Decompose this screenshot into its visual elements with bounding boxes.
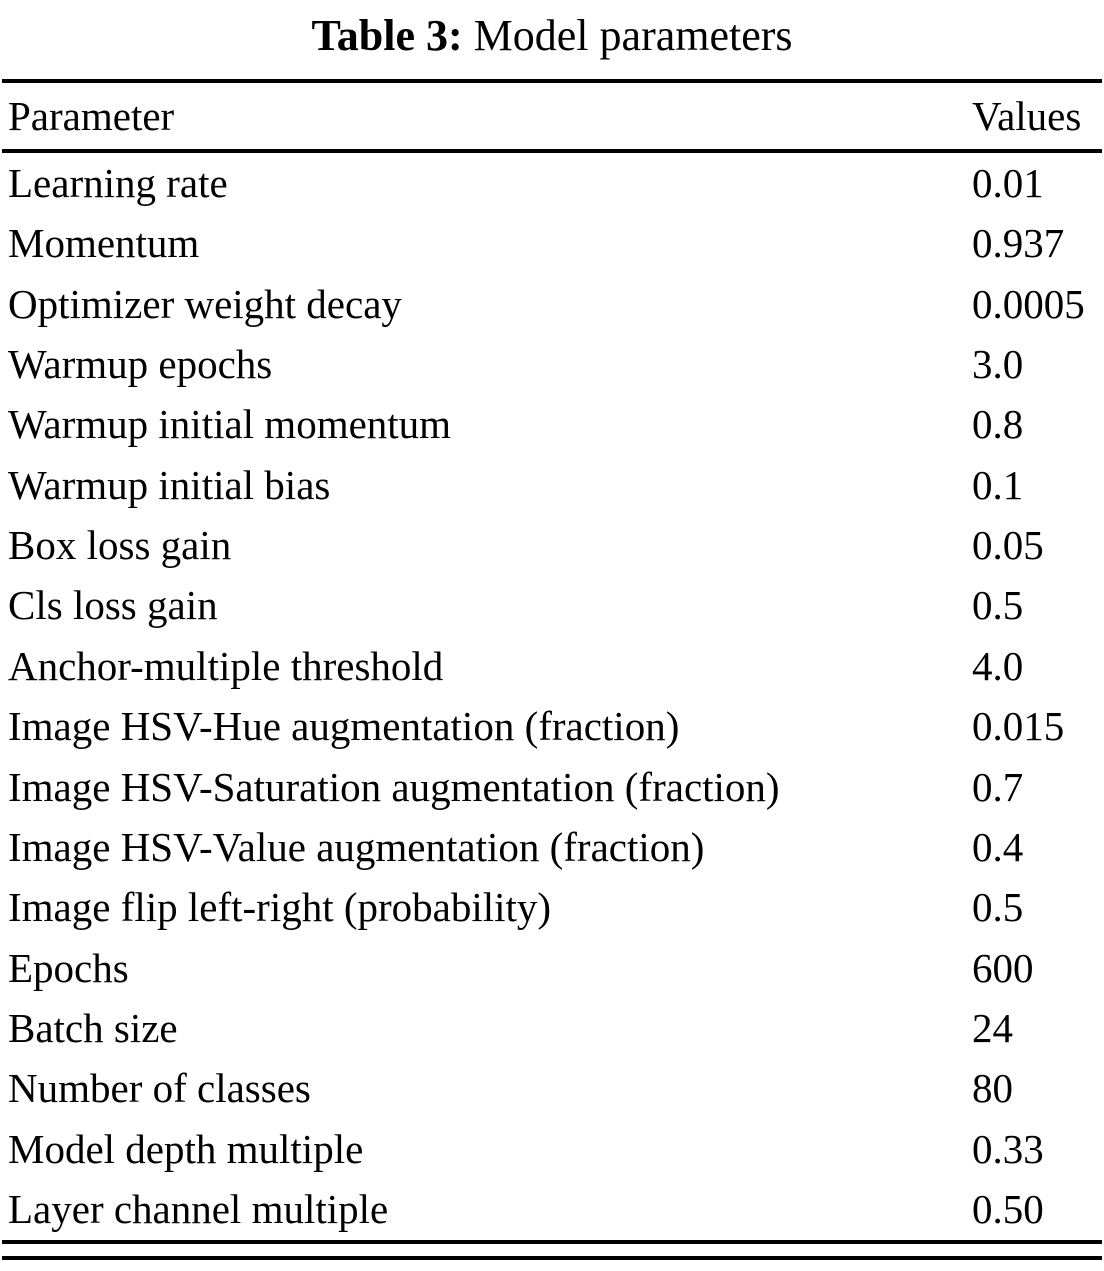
value-cell: 0.05 — [972, 522, 1044, 569]
table-caption: Table 3: Model parameters — [2, 4, 1102, 79]
table-body: Learning rate 0.01 Momentum 0.937 Optimi… — [2, 151, 1102, 1242]
table-row: Layer channel multiple 0.50 — [2, 1179, 1102, 1241]
parameter-cell: Layer channel multiple — [8, 1186, 389, 1233]
header-row: Parameter Values — [2, 80, 1102, 153]
parameter-cell: Image flip left-right (probability) — [8, 884, 552, 931]
table-row: Warmup epochs 3.0 — [2, 334, 1102, 394]
parameter-cell: Image HSV-Value augmentation (fraction) — [8, 823, 705, 870]
value-cell: 600 — [972, 944, 1034, 991]
table-row: Batch size 24 — [2, 998, 1102, 1058]
table-row: Warmup initial momentum 0.8 — [2, 394, 1102, 454]
parameter-cell: Warmup initial momentum — [8, 401, 452, 448]
value-cell: 0.5 — [972, 884, 1024, 931]
table-row: Optimizer weight decay 0.0005 — [2, 274, 1102, 334]
table-row: Image HSV-Value augmentation (fraction) … — [2, 817, 1102, 877]
parameter-cell: Warmup epochs — [8, 340, 273, 387]
value-cell: 0.5 — [972, 582, 1024, 629]
parameter-cell: Momentum — [8, 220, 200, 267]
parameter-cell: Box loss gain — [8, 522, 232, 569]
value-cell: 0.0005 — [972, 280, 1085, 327]
value-cell: 0.015 — [972, 703, 1065, 750]
value-cell: 80 — [972, 1065, 1013, 1112]
table-bottom-rule — [2, 1244, 1102, 1260]
model-parameters-table: Parameter Values Learning rate 0.01 Mome… — [2, 78, 1102, 1244]
table-row: Anchor-multiple threshold 4.0 — [2, 636, 1102, 696]
value-cell: 4.0 — [972, 642, 1024, 689]
table-caption-title: Model parameters — [473, 11, 793, 60]
table-row: Image flip left-right (probability) 0.5 — [2, 877, 1102, 937]
header-parameter: Parameter — [2, 80, 966, 153]
table-caption-label: Table 3: — [311, 11, 463, 60]
parameter-cell: Image HSV-Hue augmentation (fraction) — [8, 703, 680, 750]
parameter-cell: Cls loss gain — [8, 582, 218, 629]
table-row: Number of classes 80 — [2, 1058, 1102, 1118]
value-cell: 24 — [972, 1005, 1013, 1052]
value-cell: 0.8 — [972, 401, 1024, 448]
parameter-cell: Image HSV-Saturation augmentation (fract… — [8, 763, 780, 810]
table-row: Box loss gain 0.05 — [2, 515, 1102, 575]
header-values: Values — [966, 80, 1102, 153]
parameter-cell: Number of classes — [8, 1065, 311, 1112]
table-row: Image HSV-Saturation augmentation (fract… — [2, 757, 1102, 817]
table-row: Warmup initial bias 0.1 — [2, 455, 1102, 515]
table-row: Epochs 600 — [2, 938, 1102, 998]
parameter-cell: Optimizer weight decay — [8, 280, 402, 327]
parameter-cell: Batch size — [8, 1005, 178, 1052]
parameter-cell: Warmup initial bias — [8, 461, 331, 508]
table-row: Momentum 0.937 — [2, 213, 1102, 273]
value-cell: 0.4 — [972, 823, 1024, 870]
value-cell: 0.937 — [972, 220, 1065, 267]
parameter-cell: Model depth multiple — [8, 1125, 364, 1172]
table-header: Parameter Values — [2, 80, 1102, 153]
table-row: Learning rate 0.01 — [2, 151, 1102, 213]
value-cell: 0.01 — [972, 159, 1044, 206]
table-row: Image HSV-Hue augmentation (fraction) 0.… — [2, 696, 1102, 756]
parameter-cell: Anchor-multiple threshold — [8, 642, 444, 689]
value-cell: 0.1 — [972, 461, 1024, 508]
value-cell: 0.50 — [972, 1186, 1044, 1233]
value-cell: 3.0 — [972, 340, 1024, 387]
parameter-cell: Epochs — [8, 944, 129, 991]
table-row: Cls loss gain 0.5 — [2, 575, 1102, 635]
value-cell: 0.7 — [972, 763, 1024, 810]
table-row: Model depth multiple 0.33 — [2, 1119, 1102, 1179]
value-cell: 0.33 — [972, 1125, 1044, 1172]
parameter-cell: Learning rate — [8, 159, 228, 206]
